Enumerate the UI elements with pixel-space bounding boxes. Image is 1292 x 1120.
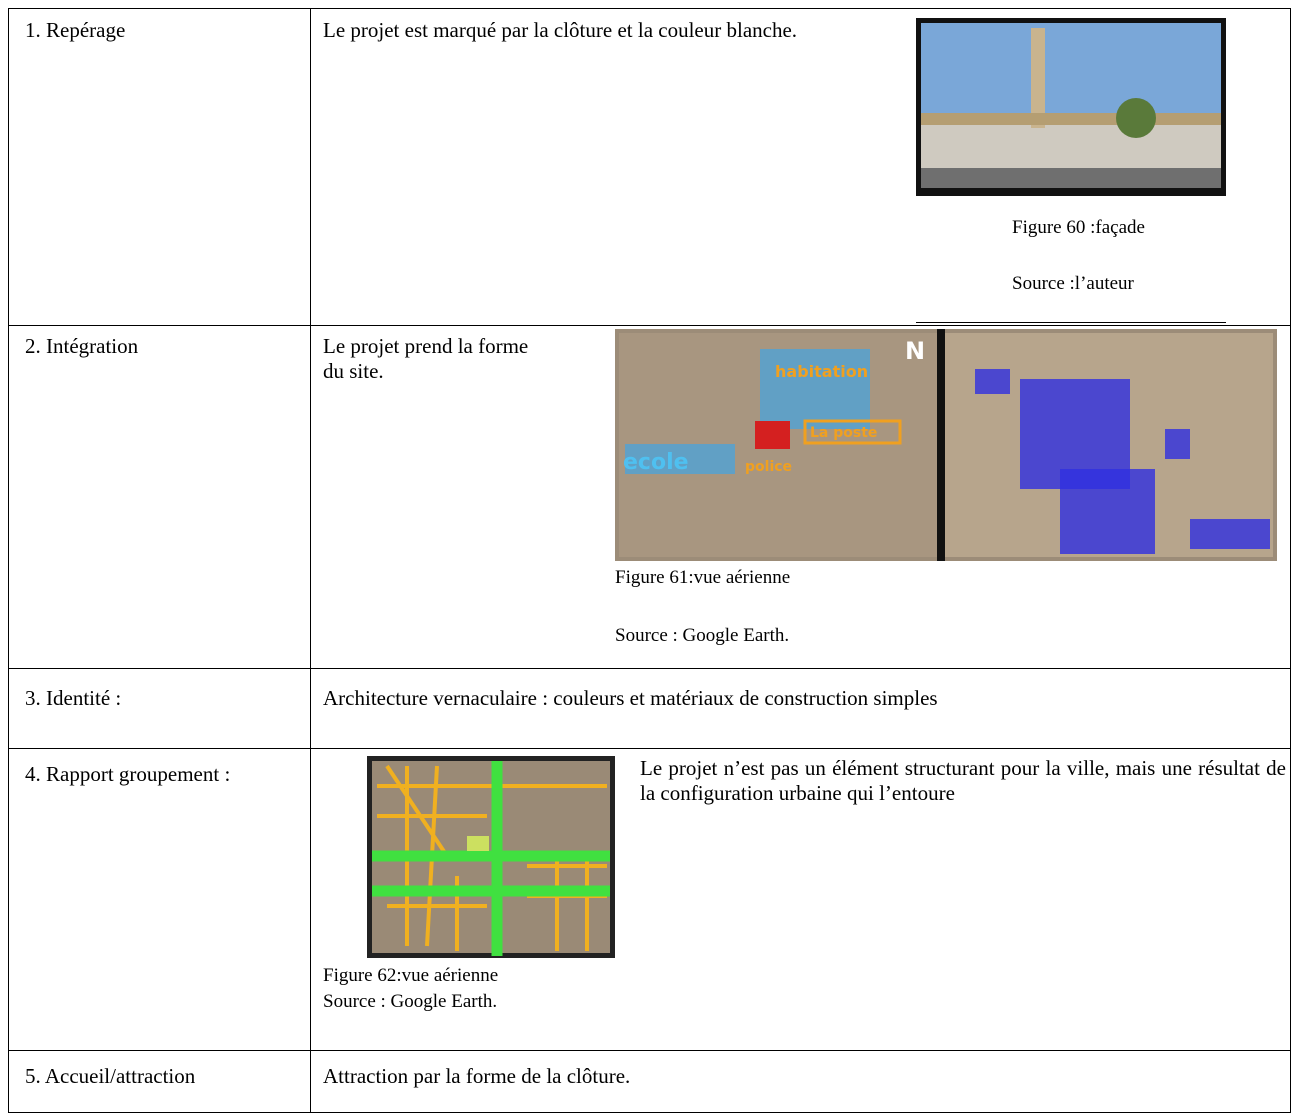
row-label: 3. Identité : xyxy=(25,686,122,710)
table-border xyxy=(1290,8,1291,1113)
row-text: Architecture vernaculaire : couleurs et … xyxy=(323,686,938,710)
map-label: habitation xyxy=(775,362,868,381)
street-map xyxy=(367,756,615,958)
row-label: 1. Repérage xyxy=(25,18,126,42)
map-label: La poste xyxy=(810,425,877,441)
table-border xyxy=(8,1112,1291,1113)
row-border xyxy=(8,1050,1291,1051)
figure-source: Source : Google Earth. xyxy=(615,625,790,646)
figure-caption: Figure 60 :façade xyxy=(1012,217,1145,238)
map-label: N xyxy=(905,337,925,365)
table-border xyxy=(8,8,9,1113)
map-label: ecole xyxy=(623,450,689,475)
row-text: Attraction par la forme de la clôture. xyxy=(323,1064,631,1088)
row-text: Le projet n’est pas un élément structura… xyxy=(640,756,1286,805)
row-text: Le projet est marqué par la clôture et l… xyxy=(323,18,798,42)
column-border xyxy=(310,8,311,1113)
figure-caption: Figure 61:vue aérienne xyxy=(615,567,791,588)
row-label: 5. Accueil/attraction xyxy=(25,1064,196,1088)
facade-photo xyxy=(916,18,1226,196)
aerial-photo: habitation La poste ecole police N xyxy=(615,329,1277,561)
figure-source: Source : Google Earth. xyxy=(323,991,498,1012)
row-label: 2. Intégration xyxy=(25,334,139,358)
row-text: Le projet prend la forme du site. xyxy=(323,334,529,383)
row-border xyxy=(8,668,1291,669)
map-label: police xyxy=(745,459,792,475)
row-label: 4. Rapport groupement : xyxy=(25,762,231,786)
row-border xyxy=(8,325,1291,326)
figure-source: Source :l’auteur xyxy=(1012,273,1134,294)
rule xyxy=(916,322,1226,323)
figure-caption: Figure 62:vue aérienne xyxy=(323,965,499,986)
row-border xyxy=(8,748,1291,749)
table-border xyxy=(8,8,1291,9)
